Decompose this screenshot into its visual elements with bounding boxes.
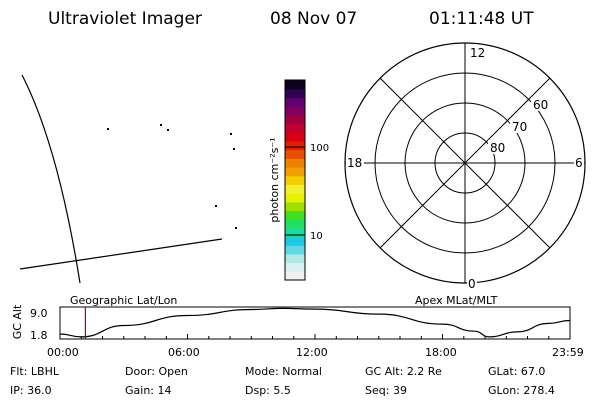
- colorbar-band: [285, 114, 305, 125]
- label-bg-18: [346, 156, 364, 170]
- colorbar-band: [285, 227, 305, 238]
- orbit-xtick-3: 18:00: [425, 346, 457, 359]
- instrument-title: Ultraviolet Imager: [48, 9, 202, 29]
- colorbar-band: [285, 262, 305, 272]
- colorbar-band: [285, 132, 305, 142]
- polar-lat-label-60: 60: [533, 98, 548, 112]
- colorbar-gradient: [285, 80, 305, 281]
- colorbar-unit-label: photon cm⁻²s⁻¹: [268, 137, 281, 222]
- map-coastline-line: [19, 238, 223, 270]
- colorbar-band: [285, 193, 305, 203]
- colorbar-band: [285, 149, 305, 159]
- observation-time: 01:11:48 UT: [429, 9, 534, 29]
- colorbar-band: [285, 106, 305, 116]
- map-dot: [235, 227, 237, 229]
- polar-diagonal-2: [379, 77, 551, 249]
- label-bg-6: [574, 156, 584, 170]
- polar-mlt-label-18: 18: [347, 156, 362, 170]
- polar-mlt-label-12: 12: [470, 46, 485, 60]
- footer-dsp: Dsp: 5.5: [245, 384, 291, 397]
- footer-ip: IP: 36.0: [10, 384, 52, 397]
- footer-gc-alt: GC Alt: 2.2 Re: [365, 365, 442, 378]
- orbit-xtick-2: 12:00: [296, 346, 328, 359]
- colorbar-band: [285, 201, 305, 212]
- map-dot: [160, 124, 162, 126]
- colorbar-band: [285, 140, 305, 151]
- colorbar-band: [285, 158, 305, 168]
- polar-lat-label-80: 80: [490, 141, 505, 155]
- map-dot: [167, 129, 169, 131]
- colorbar-tick-10-label: 10: [310, 231, 323, 242]
- orbit-ytick-bottom: 1.8: [30, 329, 48, 342]
- orbit-strip: Geographic Lat/Lon Apex MLat/MLT GC Alt …: [11, 294, 584, 359]
- colorbar-tick-100-label: 100: [310, 143, 329, 154]
- footer-mode: Mode: Normal: [245, 365, 322, 378]
- label-bg-60: [531, 97, 551, 111]
- colorbar-band: [285, 123, 305, 133]
- footer-gain: Gain: 14: [125, 384, 172, 397]
- colorbar-band: [285, 88, 305, 98]
- observation-date: 08 Nov 07: [270, 9, 357, 29]
- orbit-xtick-4: 23:59: [552, 346, 584, 359]
- footer-flt: Flt: LBHL: [10, 365, 60, 378]
- orbit-left-label: Geographic Lat/Lon: [70, 294, 177, 307]
- colorbar-band: [285, 80, 305, 90]
- colorbar-band: [285, 175, 305, 185]
- colorbar-band: [285, 253, 305, 264]
- orbit-ytick-top: 9.0: [30, 307, 48, 320]
- map-dot: [215, 205, 217, 207]
- polar-mlt-label-0: 0: [468, 277, 476, 291]
- map-dot: [233, 148, 235, 150]
- colorbar-band: [285, 184, 305, 194]
- map-coastline-arc: [21, 74, 81, 284]
- header: Ultraviolet Imager 08 Nov 07 01:11:48 UT: [48, 9, 534, 29]
- orbit-xtick-1: 06:00: [168, 346, 200, 359]
- colorbar-band: [285, 97, 305, 107]
- label-bg-70: [510, 119, 530, 133]
- footer-glon: GLon: 278.4: [488, 384, 555, 397]
- orbit-right-label: Apex MLat/MLT: [415, 294, 498, 307]
- polar-grid: 12 18 6 0 60 70 80: [344, 42, 586, 291]
- colorbar-band: [285, 210, 305, 220]
- colorbar-band: [285, 271, 305, 281]
- map-dot: [230, 133, 232, 135]
- orbit-xtick-0: 00:00: [47, 346, 79, 359]
- colorbar-band: [285, 245, 305, 255]
- footer-seq: Seq: 39: [365, 384, 407, 397]
- colorbar-frame: [284, 79, 306, 281]
- footer-metadata: Flt: LBHL Door: Open Mode: Normal GC Alt…: [10, 365, 555, 397]
- footer-door: Door: Open: [125, 365, 188, 378]
- colorbar-band: [285, 166, 305, 177]
- label-bg-12: [468, 46, 488, 60]
- label-bg-80: [488, 140, 508, 154]
- colorbar: 100 10 photon cm⁻²s⁻¹: [268, 79, 329, 281]
- polar-mlt-label-6: 6: [575, 156, 583, 170]
- orbit-altitude-curve: [59, 307, 570, 338]
- geographic-map-panel: [19, 74, 237, 284]
- footer-glat: GLat: 67.0: [488, 365, 545, 378]
- label-bg-0: [467, 276, 477, 290]
- polar-lat-label-70: 70: [512, 120, 527, 134]
- map-dots: [107, 124, 237, 229]
- orbit-ylabel: GC Alt: [11, 304, 24, 339]
- colorbar-band: [285, 236, 305, 246]
- map-dot: [107, 128, 109, 130]
- colorbar-band: [285, 219, 305, 229]
